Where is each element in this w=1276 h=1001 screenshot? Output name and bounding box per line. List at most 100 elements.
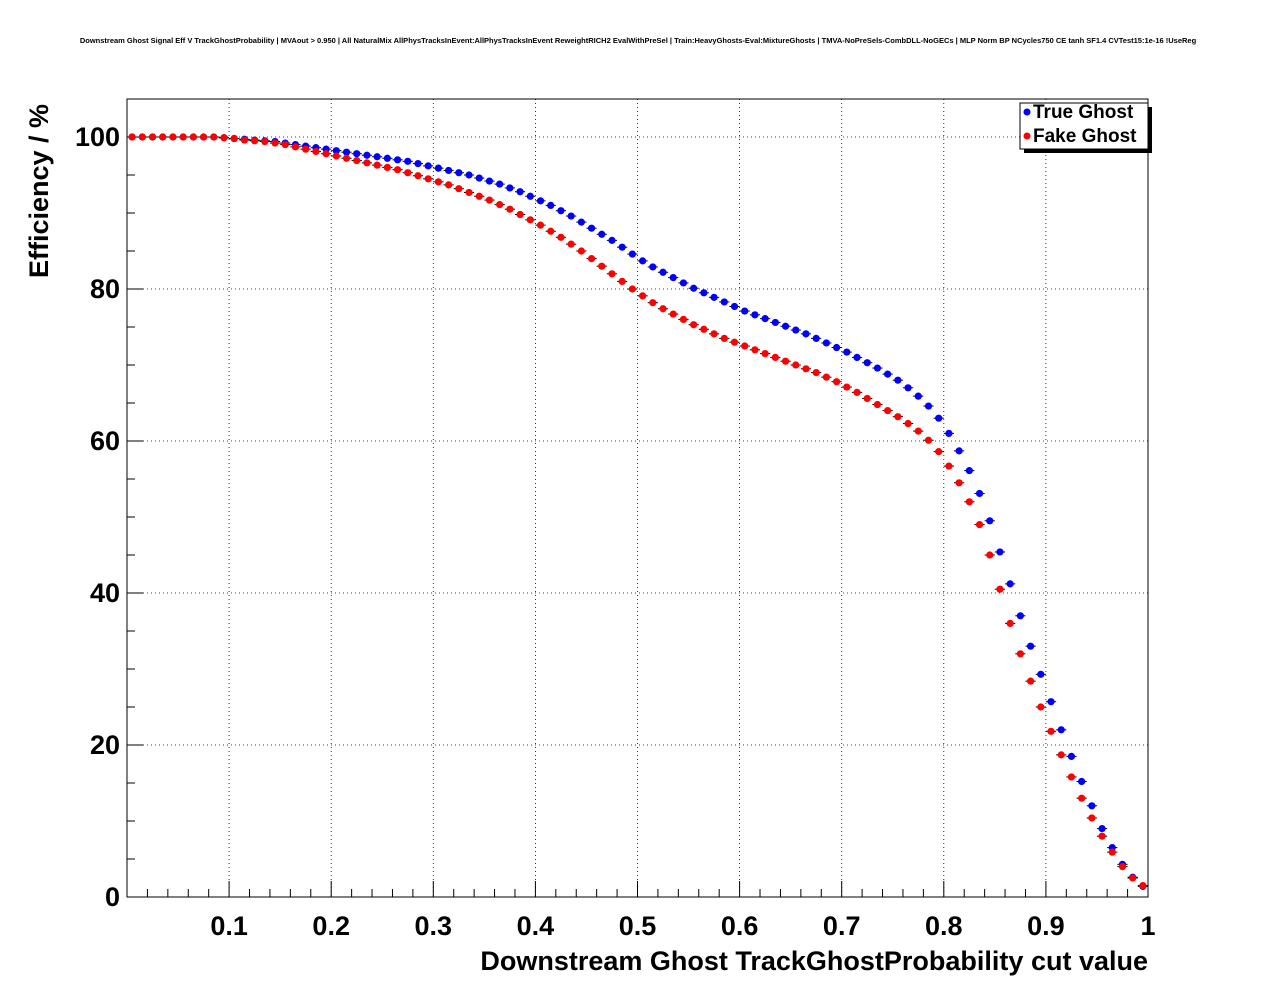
data-point — [1098, 825, 1106, 833]
data-point — [710, 330, 718, 338]
grid — [127, 99, 1148, 897]
data-point — [598, 262, 606, 270]
data-point — [751, 311, 759, 319]
data-point — [404, 157, 412, 165]
data-point — [383, 163, 391, 171]
data-point — [302, 145, 310, 153]
data-point — [414, 172, 422, 180]
legend-marker-true-ghost — [1023, 108, 1031, 116]
data-point — [138, 133, 146, 141]
data-point — [587, 224, 596, 232]
data-point — [455, 169, 463, 177]
data-point — [679, 279, 688, 287]
data-point — [924, 436, 933, 444]
data-point — [781, 357, 790, 365]
plot-frame — [126, 98, 1149, 898]
data-point — [873, 400, 882, 409]
data-point — [639, 292, 647, 300]
data-point — [169, 133, 177, 141]
data-point — [455, 185, 463, 193]
data-point — [965, 467, 973, 475]
data-point — [904, 384, 912, 392]
data-point — [914, 392, 922, 400]
data-point — [741, 342, 749, 350]
data-point — [496, 180, 504, 188]
x-tick-label: 0.1 — [210, 911, 248, 941]
y-axis-label: Efficiency / % — [24, 104, 54, 278]
data-point — [577, 247, 585, 255]
data-point — [986, 517, 994, 525]
data-point — [639, 257, 647, 265]
data-point — [1129, 874, 1137, 882]
data-point — [608, 270, 616, 278]
data-point — [802, 330, 810, 338]
legend-label-fake-ghost: Fake Ghost — [1033, 126, 1137, 147]
data-point — [1006, 580, 1014, 588]
data-point — [353, 156, 361, 165]
series-fake-ghost — [127, 133, 1148, 890]
data-point — [567, 240, 575, 248]
data-point — [1026, 642, 1035, 650]
data-point — [975, 521, 984, 529]
data-point — [1026, 677, 1035, 685]
data-point — [485, 177, 494, 185]
axis-ticks — [127, 136, 1149, 898]
data-point — [414, 160, 422, 168]
data-point — [649, 299, 657, 307]
data-point — [485, 196, 494, 204]
series — [127, 133, 1148, 890]
data-point — [690, 284, 698, 292]
data-point — [577, 218, 585, 226]
x-tick-label: 0.5 — [619, 911, 657, 941]
data-point — [771, 353, 779, 361]
x-tick-label: 0.2 — [312, 911, 350, 941]
x-tick-label: 0.3 — [415, 911, 453, 941]
data-point — [659, 268, 667, 276]
data-point — [404, 169, 412, 177]
y-tick-label: 0 — [105, 882, 120, 912]
data-point — [649, 263, 657, 271]
data-point — [720, 334, 728, 342]
data-point — [128, 133, 136, 141]
data-point — [342, 154, 351, 162]
legend-marker-fake-ghost — [1023, 132, 1031, 140]
data-point — [1047, 698, 1055, 706]
data-point — [751, 346, 759, 354]
data-point — [955, 447, 963, 455]
x-axis-label: Downstream Ghost TrackGhostProbability c… — [480, 946, 1148, 976]
data-point — [424, 162, 432, 170]
chart-title: Downstream Ghost Signal Eff V TrackGhost… — [80, 36, 1197, 45]
data-point — [261, 137, 269, 146]
data-point — [281, 141, 289, 149]
data-point — [1037, 670, 1045, 678]
y-tick-label: 20 — [90, 730, 120, 760]
data-point — [761, 350, 769, 358]
data-point — [669, 274, 677, 282]
data-point — [148, 133, 157, 141]
data-point — [863, 359, 871, 367]
data-point — [935, 448, 943, 456]
data-point — [812, 369, 820, 377]
data-point — [373, 153, 381, 161]
data-point — [230, 134, 238, 143]
data-point — [536, 221, 545, 229]
data-point — [618, 243, 626, 251]
data-point — [822, 373, 830, 381]
data-point — [393, 166, 402, 174]
data-point — [986, 551, 994, 559]
legend-label-true-ghost: True Ghost — [1033, 102, 1134, 123]
data-point — [199, 133, 208, 141]
data-point — [924, 402, 933, 410]
data-point — [843, 383, 851, 391]
data-point — [587, 255, 596, 263]
data-point — [1006, 619, 1014, 628]
data-point — [1078, 777, 1086, 786]
data-point — [557, 207, 565, 215]
tick-labels: 0.1 0.2 0.3 0.4 0.5 0.6 0.7 0.8 0.9 1 0 20 40 60 80 100 — [75, 122, 1156, 941]
data-point — [445, 181, 453, 189]
data-point — [526, 192, 534, 200]
data-point — [832, 378, 841, 386]
data-point — [557, 233, 565, 241]
data-point — [271, 139, 279, 147]
data-point — [1057, 751, 1065, 759]
